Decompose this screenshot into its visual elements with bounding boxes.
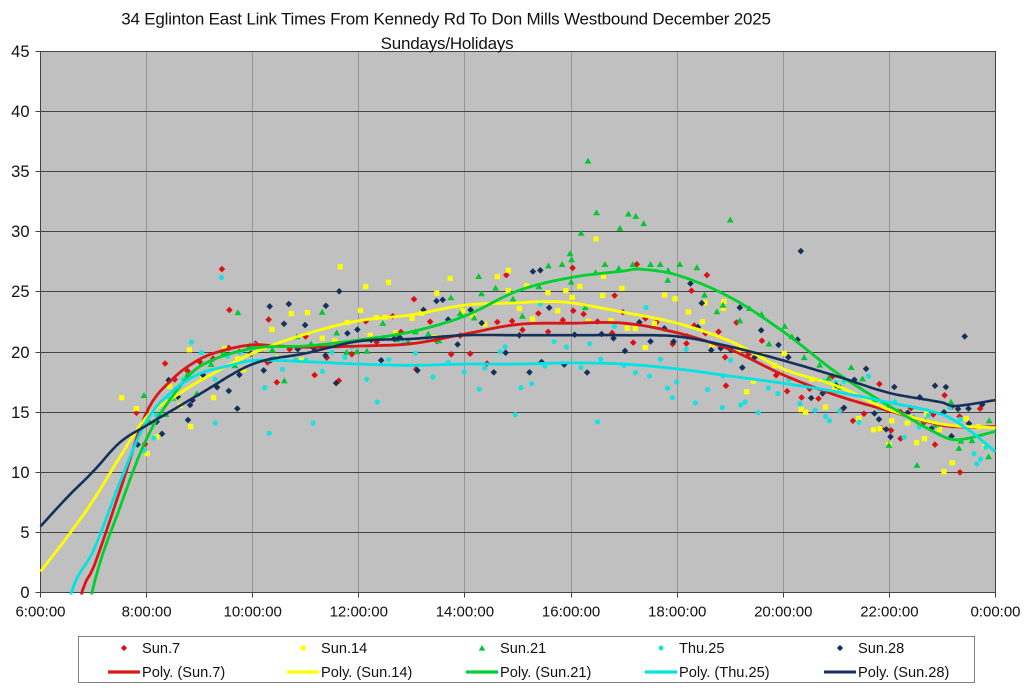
svg-text:Poly. (Sun.21): Poly. (Sun.21) <box>500 665 591 681</box>
svg-text:Poly. (Sun.7): Poly. (Sun.7) <box>142 665 225 681</box>
svg-text:Sundays/Holidays: Sundays/Holidays <box>381 34 514 53</box>
svg-text:5: 5 <box>20 524 29 542</box>
svg-text:0: 0 <box>20 584 29 602</box>
svg-text:Poly. (Thu.25): Poly. (Thu.25) <box>679 665 770 681</box>
svg-text:40: 40 <box>11 103 29 121</box>
svg-text:34 Eglinton East Link Times Fr: 34 Eglinton East Link Times From Kennedy… <box>121 10 771 29</box>
svg-text:18:00:00: 18:00:00 <box>648 604 706 621</box>
svg-text:16:00:00: 16:00:00 <box>542 604 600 621</box>
svg-text:20:00:00: 20:00:00 <box>754 604 812 621</box>
svg-text:Sun.28: Sun.28 <box>858 641 904 657</box>
svg-text:10: 10 <box>11 464 29 482</box>
svg-text:35: 35 <box>11 163 29 181</box>
svg-text:Poly. (Sun.28): Poly. (Sun.28) <box>858 665 949 681</box>
svg-text:0:00:00: 0:00:00 <box>970 604 1020 621</box>
svg-text:20: 20 <box>11 344 29 362</box>
svg-text:30: 30 <box>11 223 29 241</box>
svg-text:22:00:00: 22:00:00 <box>860 604 918 621</box>
svg-text:Thu.25: Thu.25 <box>679 641 724 657</box>
svg-text:15: 15 <box>11 404 29 422</box>
svg-text:6:00:00: 6:00:00 <box>15 604 65 621</box>
svg-text:8:00:00: 8:00:00 <box>122 604 172 621</box>
svg-text:Sun.21: Sun.21 <box>500 641 546 657</box>
svg-text:45: 45 <box>11 43 29 61</box>
svg-text:10:00:00: 10:00:00 <box>224 604 282 621</box>
svg-text:Sun.7: Sun.7 <box>142 641 180 657</box>
svg-text:25: 25 <box>11 283 29 301</box>
svg-text:Poly. (Sun.14): Poly. (Sun.14) <box>321 665 412 681</box>
svg-text:Sun.14: Sun.14 <box>321 641 367 657</box>
svg-text:14:00:00: 14:00:00 <box>436 604 494 621</box>
svg-text:12:00:00: 12:00:00 <box>330 604 388 621</box>
